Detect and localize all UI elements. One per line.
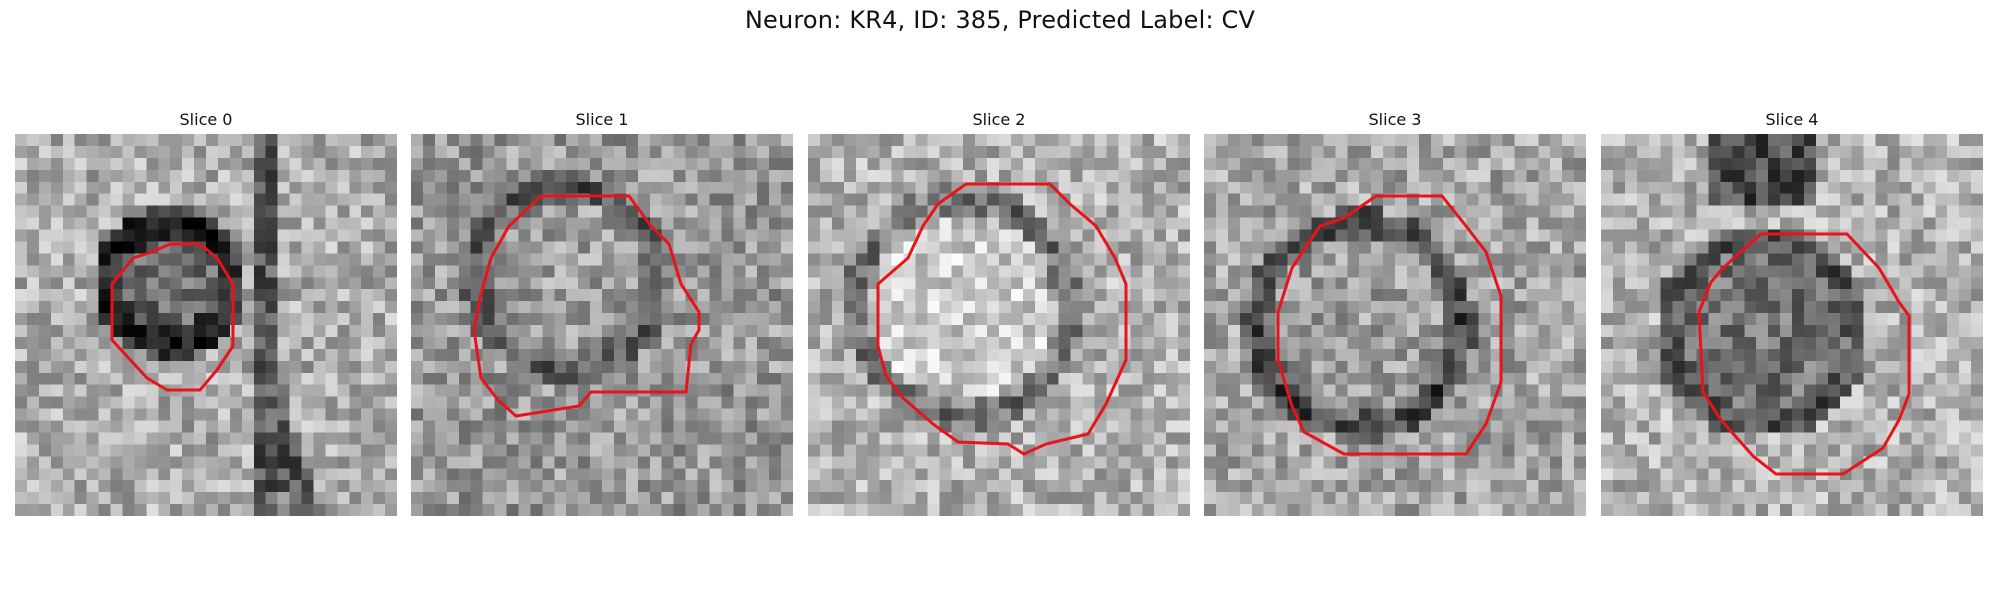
segmentation-contour-4 [1699,234,1909,474]
slice-title-3: Slice 3 [1204,110,1586,129]
slice-title-4: Slice 4 [1601,110,1983,129]
contour-overlay-1 [411,134,793,516]
slice-panel-1: Slice 1 [411,0,793,520]
slice-title-2: Slice 2 [808,110,1190,129]
segmentation-contour-1 [474,196,699,416]
slice-title-0: Slice 0 [15,110,397,129]
contour-overlay-2 [808,134,1190,516]
slice-title-1: Slice 1 [411,110,793,129]
segmentation-contour-3 [1278,196,1501,454]
contour-overlay-4 [1601,134,1983,516]
slice-panel-3: Slice 3 [1204,0,1586,520]
slice-panel-4: Slice 4 [1601,0,1983,520]
slice-panel-2: Slice 2 [808,0,1190,520]
contour-overlay-3 [1204,134,1586,516]
slice-panel-0: Slice 0 [15,0,397,520]
contour-overlay-0 [15,134,397,516]
segmentation-contour-0 [112,244,233,390]
segmentation-contour-2 [878,184,1126,454]
